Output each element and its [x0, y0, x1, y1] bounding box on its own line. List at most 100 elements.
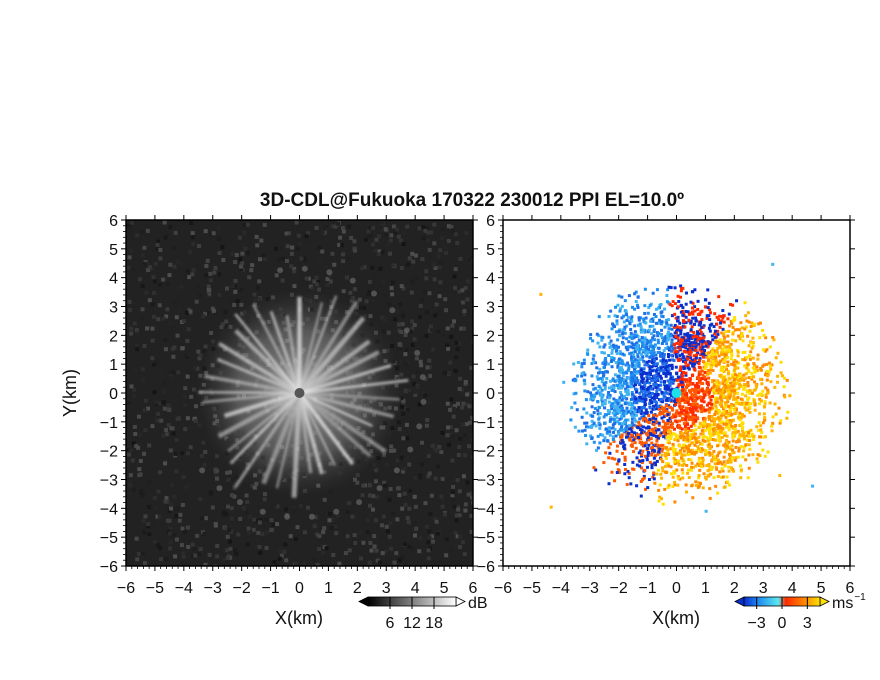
y-tick-label: −1: [477, 415, 495, 432]
noise-cell: [223, 310, 228, 315]
noise-cell: [367, 480, 372, 485]
velocity-cell: [670, 363, 674, 367]
velocity-cell: [648, 406, 652, 410]
velocity-cell: [719, 369, 723, 373]
velocity-cell: [636, 355, 640, 359]
velocity-cell: [765, 362, 769, 366]
noise-cell: [418, 359, 423, 364]
velocity-cell: [730, 362, 734, 366]
velocity-cell: [592, 354, 596, 358]
velocity-cell: [761, 448, 765, 452]
velocity-cell: [733, 373, 737, 377]
noise-cell: [445, 326, 450, 331]
velocity-cell: [625, 318, 629, 322]
noise-cell: [333, 524, 338, 529]
velocity-cell: [622, 447, 626, 451]
velocity-cell: [654, 454, 658, 458]
velocity-cell: [702, 365, 706, 369]
velocity-cell: [702, 472, 706, 476]
noise-cell: [350, 542, 355, 547]
velocity-cell: [715, 322, 719, 326]
velocity-cell: [658, 495, 662, 499]
velocity-cell: [666, 418, 670, 422]
velocity-cell: [611, 343, 615, 347]
noise-cell: [389, 233, 394, 238]
velocity-cell: [639, 357, 643, 361]
velocity-cell: [694, 399, 698, 403]
velocity-cell: [728, 377, 732, 381]
velocity-cell: [617, 294, 621, 298]
noise-cell: [407, 488, 412, 493]
velocity-cell: [700, 318, 704, 322]
velocity-cell: [612, 418, 616, 422]
spoke: [252, 303, 301, 394]
noise-cell: [233, 278, 238, 283]
velocity-cell: [592, 422, 596, 426]
noise-cell: [368, 540, 373, 545]
velocity-cell: [607, 412, 611, 416]
velocity-cell: [695, 335, 699, 339]
velocity-cell: [627, 366, 631, 370]
velocity-cell: [627, 340, 631, 344]
velocity-cell: [639, 411, 643, 415]
velocity-cell: [649, 410, 653, 414]
noise-cell: [332, 262, 337, 267]
noise-cell: [331, 517, 336, 522]
velocity-cell: [703, 428, 707, 432]
velocity-cell: [739, 397, 743, 401]
noise-cell: [150, 424, 155, 429]
velocity-cell: [737, 439, 741, 443]
velocity-cell: [734, 431, 738, 435]
noise-cell: [164, 496, 169, 501]
noise-cell: [407, 561, 412, 566]
noise-cell: [306, 231, 311, 236]
velocity-cell: [639, 437, 643, 441]
velocity-cell: [718, 374, 722, 378]
velocity-cell: [685, 463, 689, 467]
velocity-cell: [738, 337, 742, 341]
velocity-cell: [569, 418, 573, 422]
noise-cell: [388, 487, 393, 492]
velocity-cell: [715, 467, 719, 471]
velocity-cell: [634, 342, 638, 346]
noise-cell: [381, 279, 386, 284]
velocity-cell: [737, 416, 741, 420]
velocity-cell: [685, 446, 689, 450]
velocity-cell: [740, 415, 744, 419]
velocity-cell: [693, 359, 697, 363]
noise-cell: [159, 418, 164, 423]
velocity-cell: [680, 453, 684, 457]
velocity-cell: [631, 374, 635, 378]
noise-cell: [450, 458, 455, 463]
velocity-cell: [693, 357, 697, 361]
velocity-cell: [653, 463, 657, 467]
velocity-cell: [776, 380, 780, 384]
velocity-cell: [614, 434, 618, 438]
velocity-cell: [586, 425, 590, 429]
velocity-cell: [709, 472, 713, 476]
velocity-cell: [678, 424, 682, 428]
noise-cell: [341, 229, 346, 234]
velocity-cell: [701, 360, 705, 364]
velocity-cell: [683, 325, 687, 329]
velocity-cell: [654, 428, 658, 432]
velocity-cell: [676, 315, 680, 319]
noise-cell: [185, 374, 190, 379]
velocity-cell: [712, 391, 716, 395]
velocity-cell: [640, 336, 644, 340]
velocity-cell: [763, 454, 767, 458]
noise-cell: [232, 494, 237, 499]
noise-cell: [303, 258, 308, 263]
velocity-cell: [610, 365, 614, 369]
noise-cell: [419, 363, 424, 368]
velocity-cell: [659, 334, 663, 338]
noise-cell: [168, 540, 173, 545]
velocity-cell: [629, 331, 633, 335]
velocity-cell: [736, 429, 740, 433]
noise-cell: [398, 238, 403, 243]
velocity-cell: [654, 403, 658, 407]
velocity-cell: [654, 393, 658, 397]
velocity-cell: [660, 342, 664, 346]
noise-cell: [439, 450, 444, 455]
velocity-cell: [730, 444, 734, 448]
